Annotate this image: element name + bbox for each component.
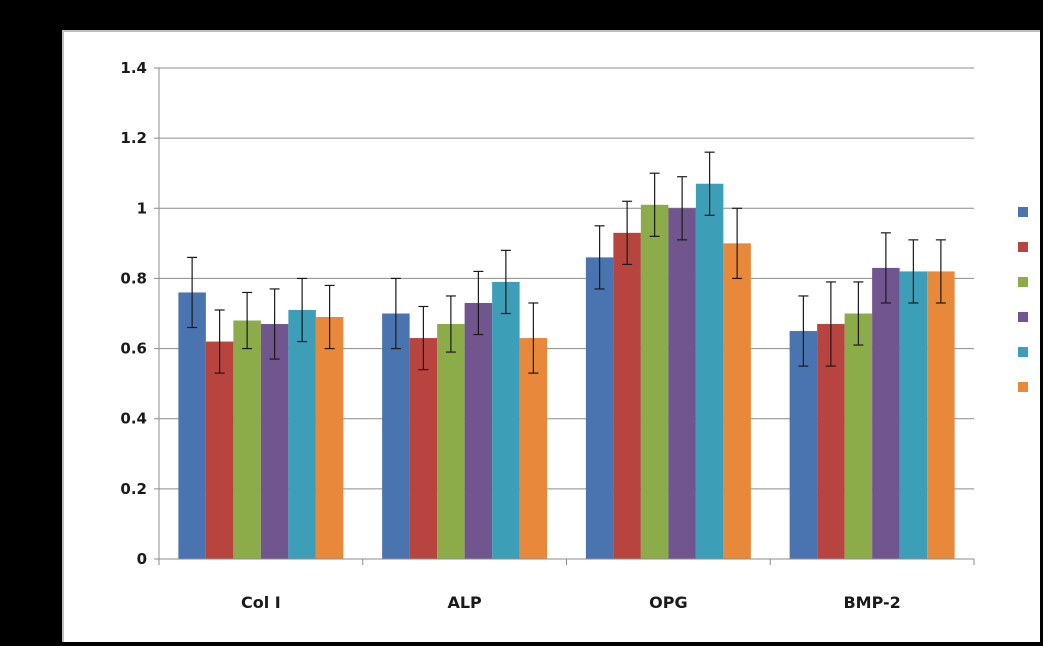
bar (233, 320, 261, 559)
axes: 0 0.2 0.4 0.6 0.8 1 1.2 1.4 Col I ALP OPG BMP-2 (120, 59, 975, 612)
legend-marker (1018, 277, 1028, 287)
x-tick-label: Col I (241, 593, 281, 612)
bar (205, 341, 234, 559)
bar (260, 324, 289, 559)
bar (178, 292, 206, 559)
bar (640, 204, 669, 559)
y-tick-label: 0.2 (120, 480, 147, 498)
legend-marker (1018, 382, 1028, 392)
y-tick-label: 1 (137, 199, 147, 217)
bar (492, 281, 520, 559)
legend (1018, 207, 1028, 392)
legend-marker (1018, 242, 1028, 252)
bar-chart: 0 0.2 0.4 0.6 0.8 1 1.2 1.4 Col I ALP OPG BMP-2 (120, 59, 1028, 612)
y-tick-label: 1.4 (120, 59, 147, 77)
bar (668, 208, 696, 560)
x-tick-label: BMP-2 (843, 593, 900, 612)
bar (927, 271, 955, 559)
x-tick-label: OPG (649, 593, 687, 612)
bar (382, 313, 410, 559)
bar (899, 271, 928, 559)
x-tick-label: ALP (447, 593, 482, 612)
bar (695, 183, 724, 559)
bar (723, 243, 751, 559)
legend-marker (1018, 347, 1028, 357)
bar (789, 331, 818, 559)
bar (409, 338, 438, 559)
bar (315, 317, 344, 559)
bar (437, 324, 465, 559)
y-tick-label: 1.2 (120, 129, 147, 147)
legend-marker (1018, 207, 1028, 217)
bar (872, 267, 900, 559)
bar (613, 232, 641, 560)
bar (519, 338, 548, 559)
y-tick-label: 0 (137, 550, 147, 568)
y-tick-label: 0.8 (120, 269, 147, 287)
bar (585, 257, 614, 559)
bars (178, 183, 955, 560)
chart-panel: 0 0.2 0.4 0.6 0.8 1 1.2 1.4 Col I ALP OPG BMP-2 (62, 30, 1040, 642)
bar (288, 309, 316, 559)
bar (844, 313, 873, 559)
error-bars (187, 151, 946, 374)
legend-marker (1018, 312, 1028, 322)
bar (464, 302, 493, 559)
y-tick-label: 0.6 (120, 340, 147, 358)
y-tick-label: 0.4 (120, 410, 147, 428)
